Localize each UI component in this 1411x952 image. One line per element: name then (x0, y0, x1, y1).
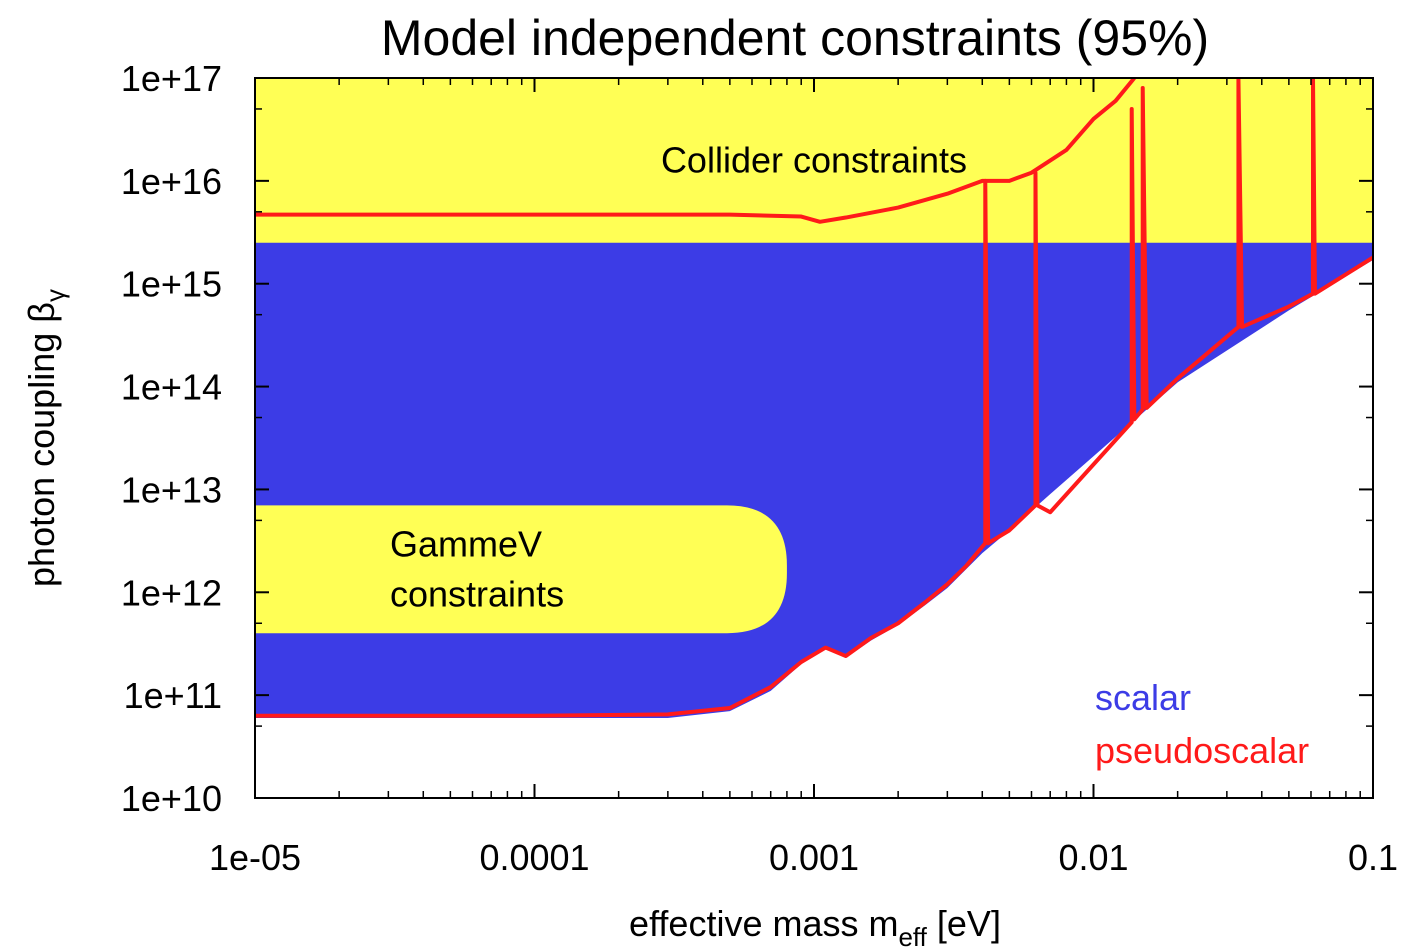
x-label-tail: [eV] (927, 903, 1001, 944)
y-tick-label: 1e+17 (121, 58, 222, 99)
y-tick-label: 1e+10 (121, 778, 222, 819)
x-label-sub: eff (898, 922, 927, 952)
series-line (255, 78, 1373, 718)
x-axis-label: effective mass meff [eV] (629, 903, 1001, 952)
region-label: Collider constraints (661, 139, 967, 180)
legend-entry: scalar (1095, 677, 1191, 718)
x-tick-label: 0.1 (1348, 837, 1398, 878)
y-tick-label: 1e+13 (121, 469, 222, 510)
constraint-region (255, 505, 787, 634)
y-tick-label: 1e+12 (121, 572, 222, 613)
y-label-sub: γ (40, 289, 70, 302)
y-tick-label: 1e+11 (124, 675, 222, 716)
x-tick-label: 0.0001 (479, 837, 589, 878)
legend-entry: pseudoscalar (1095, 730, 1309, 771)
y-tick-label: 1e+14 (121, 367, 222, 408)
y-axis-label: photon coupling βγ (21, 289, 70, 587)
y-label-text: photon coupling β (21, 302, 62, 587)
x-label-text: effective mass m (629, 903, 898, 944)
series-line (255, 78, 1136, 224)
x-tick-label: 0.001 (769, 837, 859, 878)
chart-title: Model independent constraints (95%) (381, 10, 1209, 66)
x-tick-label: 0.01 (1058, 837, 1128, 878)
plot-area (255, 78, 1373, 718)
y-tick-label: 1e+15 (121, 264, 222, 305)
y-tick-label: 1e+16 (121, 161, 222, 202)
x-tick-label: 1e-05 (209, 837, 301, 878)
region-label: constraints (390, 573, 564, 614)
region-label: GammeV (390, 523, 542, 564)
